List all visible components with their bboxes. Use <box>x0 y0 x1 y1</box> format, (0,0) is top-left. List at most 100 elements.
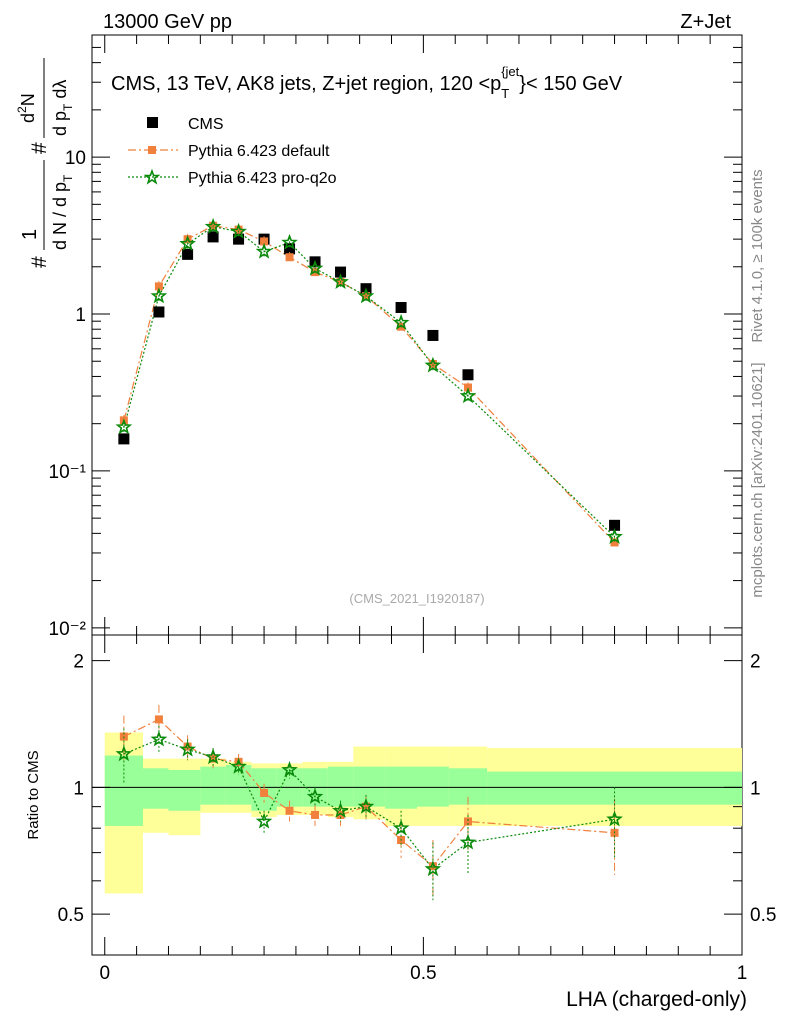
data-point-proq2o <box>150 287 168 304</box>
band-inner-bin <box>200 766 226 805</box>
legend-proq2o-label: Pythia 6.423 pro-q2o <box>188 170 337 187</box>
main-series-lines <box>123 225 615 543</box>
data-point-proq2o <box>204 217 222 234</box>
ratio-point-default <box>183 742 192 751</box>
data-point-cms <box>335 266 347 278</box>
ratio-ytick-label-right: 2 <box>750 652 761 673</box>
ylabel-frac1: # <box>28 256 51 268</box>
data-point-proq2o <box>459 387 477 404</box>
ratio-point-proq2o <box>281 761 298 778</box>
legend-proq2o-marker <box>143 168 161 185</box>
data-point-cms <box>233 233 245 245</box>
legend-cms-marker <box>147 117 158 128</box>
data-point-proq2o <box>179 235 196 251</box>
ratio-ytick-label-right: 1 <box>750 778 761 799</box>
ratio-point-proq2o <box>255 812 273 829</box>
main-ytick-label: 10 <box>65 148 86 169</box>
main-ytick-label: 1 <box>75 305 86 326</box>
ratio-ytick-label: 1 <box>73 778 84 799</box>
data-point-proq2o <box>281 233 298 250</box>
data-point-cms <box>462 369 474 381</box>
data-point-cms <box>153 306 165 318</box>
band-inner-bin <box>353 766 386 807</box>
ratio-point-proq2o <box>150 730 168 747</box>
data-point-default <box>285 253 294 262</box>
legend: CMS Pythia 6.423 default Pythia 6.423 pr… <box>128 116 337 187</box>
legend-default-marker <box>148 146 156 154</box>
ratio-point-proq2o <box>357 797 375 814</box>
ratio-xtick-label: 0 <box>99 963 110 984</box>
header-left: 13000 GeV pp <box>103 11 232 33</box>
band-inner-bin <box>142 768 169 809</box>
band-inner-bin <box>104 755 143 826</box>
data-point-proq2o <box>115 418 133 435</box>
ratio-point-default <box>311 810 320 819</box>
data-point-cms <box>427 329 439 341</box>
header-right: Z+Jet <box>680 11 731 33</box>
source-label: mcplots.cern.ch [arXiv:2401.10621] <box>749 362 766 597</box>
data-point-default <box>260 237 269 246</box>
ratio-point-proq2o <box>392 819 410 836</box>
ratio-point-proq2o <box>115 745 133 762</box>
band-inner-bin <box>417 766 449 807</box>
ratio-point-default <box>209 754 218 763</box>
ratio-point-proq2o <box>204 748 222 765</box>
ratio-series-points <box>115 704 623 901</box>
main-ytick-label: 10⁻² <box>49 619 87 640</box>
ratio-xtick-label: 1 <box>737 963 748 984</box>
ylabel-hash2: # <box>28 142 51 154</box>
main-series-points <box>115 217 623 549</box>
ratio-point-proq2o <box>424 860 442 877</box>
data-point-cms <box>182 248 194 260</box>
ratio-xtick-label: 0.5 <box>410 963 436 984</box>
data-point-cms <box>118 433 130 445</box>
data-point-cms <box>284 243 296 255</box>
ylabel-denom2: d pT dλ <box>50 80 75 136</box>
ratio-axis-ticks: 0.5 0.5 1 1 2 2 0 0.5 1 <box>58 635 776 984</box>
main-ytick-label: 10⁻¹ <box>49 462 87 483</box>
ratio-point-default <box>336 810 345 819</box>
data-point-proq2o <box>357 287 375 304</box>
ratio-line-1 <box>123 738 615 870</box>
ratio-bands <box>92 732 742 894</box>
ratio-point-default <box>362 802 371 811</box>
ratio-point-default <box>428 862 437 871</box>
data-point-proq2o <box>255 242 273 259</box>
ratio-point-default <box>260 788 269 797</box>
ylabel-num2: d2N <box>15 93 38 123</box>
data-point-cms <box>207 231 219 243</box>
data-point-cms <box>395 302 407 314</box>
analysis-id: (CMS_2021_I1920187) <box>349 591 484 606</box>
ratio-point-proq2o <box>179 740 197 757</box>
main-title: CMS, 13 TeV, AK8 jets, Z+jet region, 120… <box>111 64 623 101</box>
ylabel-denom1: d N / d pT <box>50 174 75 250</box>
data-point-cms <box>609 519 621 531</box>
data-point-proq2o <box>606 528 623 544</box>
data-point-default <box>234 225 243 234</box>
data-point-proq2o <box>230 222 247 239</box>
ratio-ytick-label-right: 0.5 <box>750 905 776 926</box>
ratio-point-proq2o <box>306 788 324 804</box>
legend-default-label: Pythia 6.423 default <box>188 143 330 160</box>
ratio-xlabel: LHA (charged-only) <box>566 988 747 1011</box>
band-inner-bin <box>168 769 201 811</box>
ratio-point-default <box>463 817 472 826</box>
data-point-proq2o <box>306 259 324 276</box>
ratio-point-default <box>154 715 163 724</box>
ratio-ytick-label: 2 <box>73 652 84 673</box>
ratio-point-proq2o <box>459 833 477 850</box>
series-line-2 <box>123 226 615 538</box>
ratio-point-default <box>285 806 294 815</box>
ratio-ytick-label: 0.5 <box>58 905 84 926</box>
series-line-1 <box>123 225 615 543</box>
data-point-proq2o <box>392 313 410 330</box>
ratio-point-proq2o <box>332 802 349 818</box>
data-point-default <box>154 282 163 291</box>
data-point-proq2o <box>332 273 349 290</box>
ratio-point-proq2o <box>606 810 623 827</box>
data-point-proq2o <box>424 356 442 373</box>
band-inner-bin <box>327 766 354 807</box>
data-point-default <box>428 360 437 369</box>
ylabel-one: 1 <box>19 229 41 240</box>
